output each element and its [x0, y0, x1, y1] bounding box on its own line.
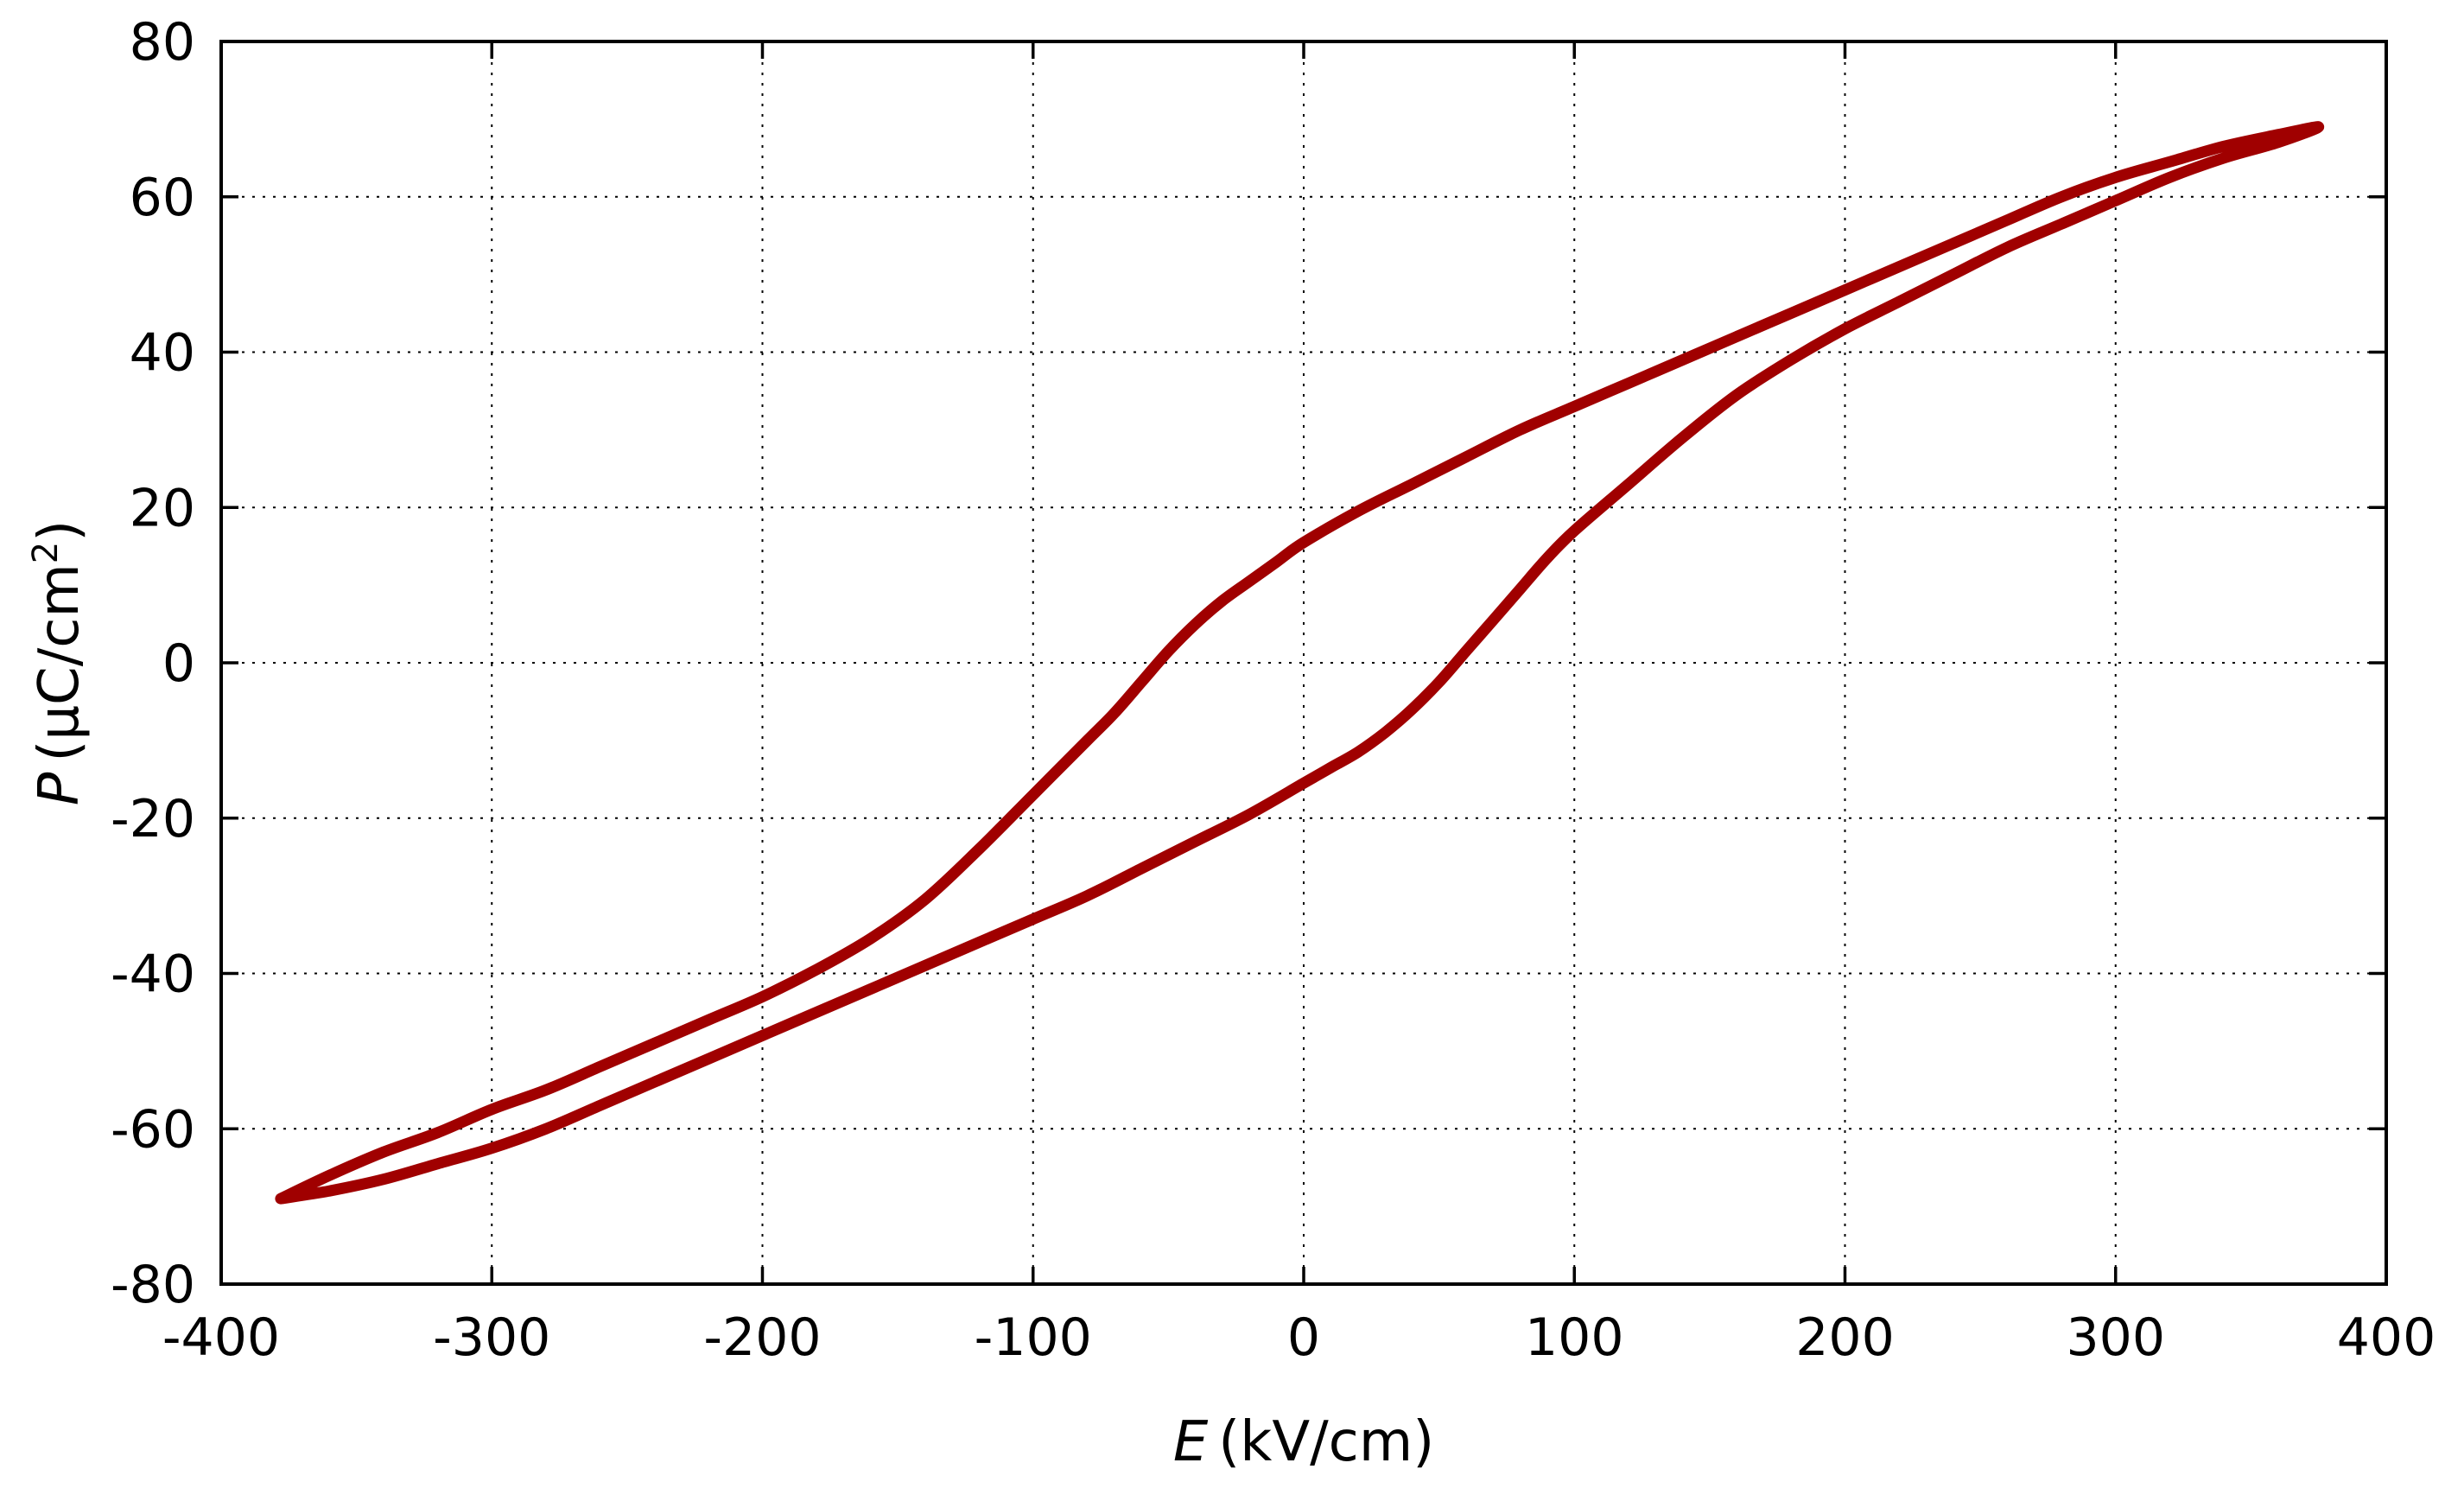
tick-labels: -400 -300 -200 -100 0 100 200 300 400-80-60-40-2… — [111, 12, 2435, 1368]
y-axis-unit-close: ) — [28, 520, 92, 542]
y-tick-label: 0 — [162, 633, 195, 694]
y-axis-title: P (μC/cm2) — [26, 520, 92, 805]
y-tick-label: 20 — [130, 478, 195, 538]
y-tick-label: -40 — [111, 944, 195, 1005]
y-tick-label: 80 — [130, 12, 195, 73]
y-tick-label: -20 — [111, 789, 195, 849]
x-tick-label: 100 — [1525, 1307, 1624, 1368]
x-tick-label: 0 — [1287, 1307, 1320, 1368]
ticks — [219, 40, 2388, 1286]
y-axis-unit: (μC/cm — [28, 563, 92, 761]
hysteresis-loop-line — [275, 121, 2325, 1205]
x-tick-label: -300 — [433, 1307, 550, 1368]
x-tick-label: 200 — [1795, 1307, 1895, 1368]
y-tick-label: -60 — [111, 1099, 195, 1160]
x-tick-label: 300 — [2066, 1307, 2165, 1368]
y-tick-label: -80 — [111, 1255, 195, 1315]
x-axis-unit: (kV/cm) — [1218, 1410, 1434, 1474]
y-axis-unit-superscript: 2 — [26, 542, 66, 563]
x-tick-label: -100 — [975, 1307, 1092, 1368]
x-tick-label: 400 — [2337, 1307, 2436, 1368]
y-axis-symbol: P — [28, 772, 92, 805]
x-axis-title: E (kV/cm) — [1173, 1410, 1434, 1474]
y-tick-label: 60 — [130, 168, 195, 228]
x-tick-label: -200 — [703, 1307, 821, 1368]
x-axis-symbol: E — [1173, 1410, 1209, 1474]
x-tick-label: -400 — [162, 1307, 280, 1368]
grid — [221, 41, 2386, 1284]
y-tick-label: 40 — [130, 323, 195, 384]
series-layer — [275, 121, 2325, 1205]
